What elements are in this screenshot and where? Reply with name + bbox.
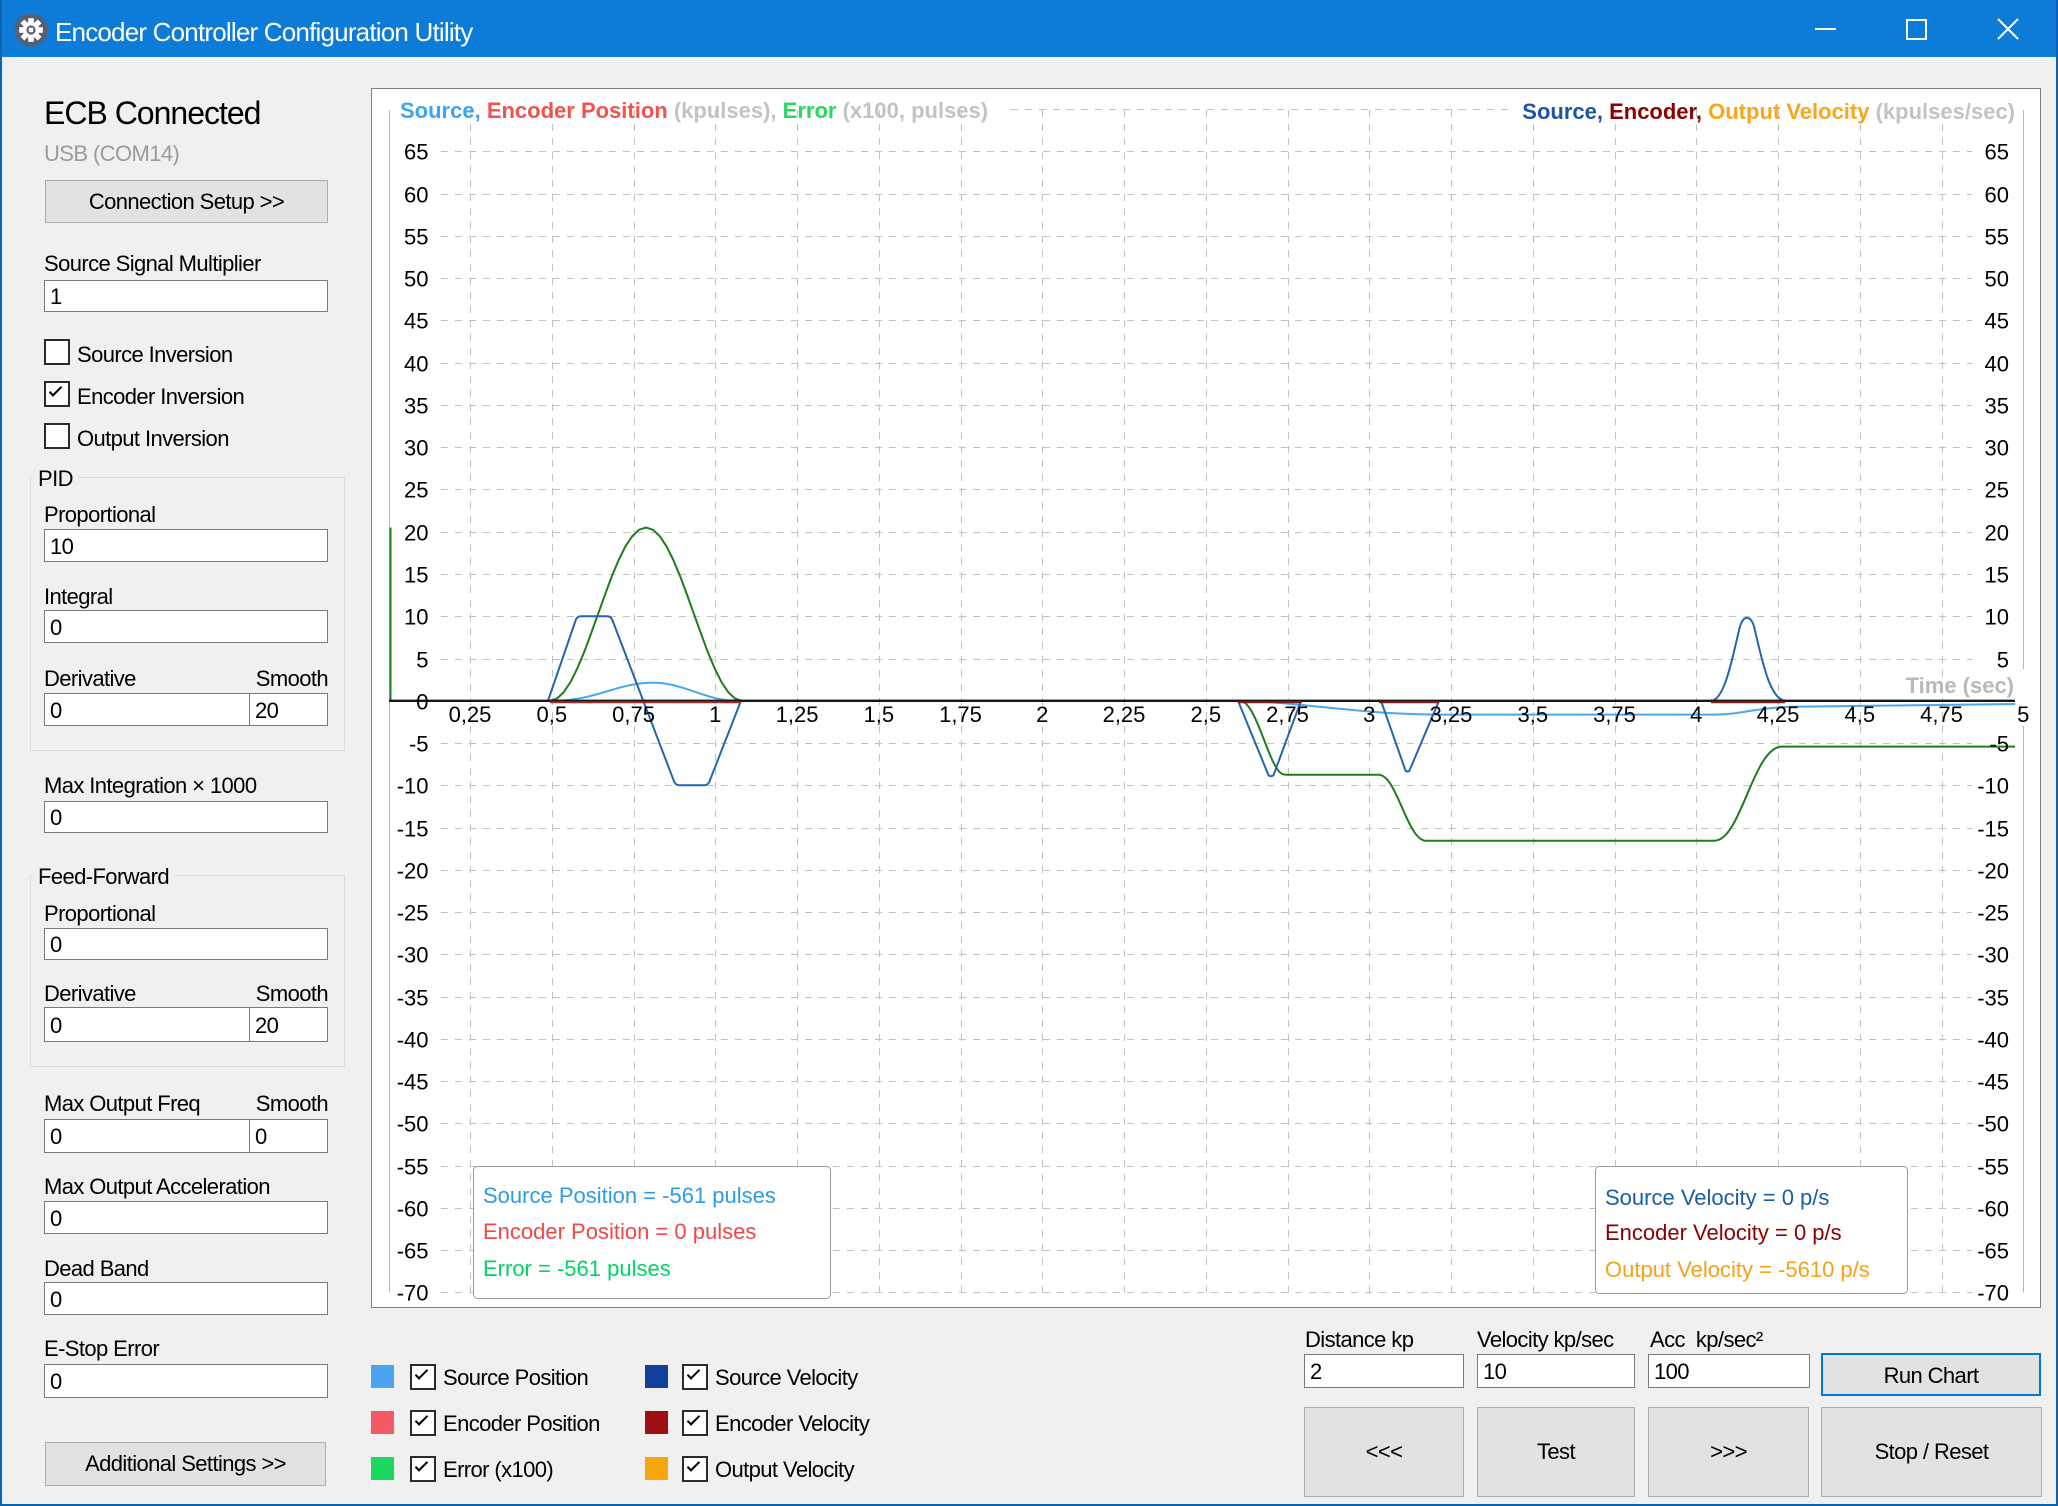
svg-text:65: 65 bbox=[404, 140, 428, 165]
svg-text:2: 2 bbox=[1036, 702, 1048, 727]
svg-text:-5: -5 bbox=[409, 732, 429, 757]
svg-text:3,25: 3,25 bbox=[1430, 702, 1473, 727]
svg-text:Encoder Position = 0 pulses: Encoder Position = 0 pulses bbox=[483, 1219, 756, 1244]
svg-text:5: 5 bbox=[2017, 702, 2029, 727]
svg-text:-45: -45 bbox=[397, 1070, 429, 1095]
svg-text:4,75: 4,75 bbox=[1920, 702, 1963, 727]
svg-text:Source, Encoder Position (kpul: Source, Encoder Position (kpulses), Erro… bbox=[400, 98, 988, 123]
svg-text:1,5: 1,5 bbox=[864, 702, 895, 727]
svg-text:2,5: 2,5 bbox=[1191, 702, 1222, 727]
svg-text:35: 35 bbox=[1985, 394, 2009, 419]
svg-text:-65: -65 bbox=[1977, 1239, 2009, 1264]
svg-text:10: 10 bbox=[1985, 605, 2009, 630]
svg-text:3: 3 bbox=[1363, 702, 1375, 727]
svg-text:3,5: 3,5 bbox=[1518, 702, 1549, 727]
svg-text:10: 10 bbox=[404, 605, 428, 630]
svg-text:Encoder Velocity = 0 p/s: Encoder Velocity = 0 p/s bbox=[1605, 1220, 1842, 1245]
svg-text:-10: -10 bbox=[1977, 774, 2009, 799]
svg-text:Source, Encoder, Output Veloci: Source, Encoder, Output Velocity (kpulse… bbox=[1522, 99, 2015, 124]
svg-text:-30: -30 bbox=[397, 943, 429, 968]
svg-text:0,75: 0,75 bbox=[612, 702, 655, 727]
svg-text:40: 40 bbox=[404, 352, 428, 377]
svg-text:-50: -50 bbox=[397, 1112, 429, 1137]
svg-text:25: 25 bbox=[404, 478, 428, 503]
svg-text:15: 15 bbox=[404, 563, 428, 588]
svg-text:-55: -55 bbox=[1977, 1155, 2009, 1180]
svg-text:-35: -35 bbox=[1977, 986, 2009, 1011]
svg-text:-55: -55 bbox=[397, 1155, 429, 1180]
svg-text:Source Position = -561 pulses: Source Position = -561 pulses bbox=[483, 1183, 776, 1208]
svg-text:30: 30 bbox=[404, 436, 428, 461]
svg-text:-25: -25 bbox=[397, 901, 429, 926]
svg-text:-10: -10 bbox=[397, 774, 429, 799]
svg-text:-70: -70 bbox=[397, 1281, 429, 1306]
svg-text:5: 5 bbox=[416, 648, 428, 673]
svg-text:-30: -30 bbox=[1977, 943, 2009, 968]
svg-text:55: 55 bbox=[1985, 225, 2009, 250]
svg-text:55: 55 bbox=[404, 225, 428, 250]
svg-text:Output Velocity = -5610 p/s: Output Velocity = -5610 p/s bbox=[1605, 1257, 1870, 1282]
svg-text:4,5: 4,5 bbox=[1845, 702, 1876, 727]
svg-text:45: 45 bbox=[404, 309, 428, 334]
svg-text:-25: -25 bbox=[1977, 901, 2009, 926]
svg-text:0: 0 bbox=[416, 690, 428, 715]
svg-text:Source Velocity = 0 p/s: Source Velocity = 0 p/s bbox=[1605, 1185, 1829, 1210]
svg-text:-60: -60 bbox=[1977, 1197, 2009, 1222]
svg-text:35: 35 bbox=[404, 394, 428, 419]
svg-text:20: 20 bbox=[404, 521, 428, 546]
svg-text:45: 45 bbox=[1985, 309, 2009, 334]
svg-text:-45: -45 bbox=[1977, 1070, 2009, 1095]
svg-text:Time (sec): Time (sec) bbox=[1906, 673, 2014, 698]
svg-text:Error = -561 pulses: Error = -561 pulses bbox=[483, 1256, 671, 1281]
svg-text:-15: -15 bbox=[397, 817, 429, 842]
svg-text:0,25: 0,25 bbox=[449, 702, 492, 727]
svg-text:0,5: 0,5 bbox=[537, 702, 568, 727]
svg-text:65: 65 bbox=[1985, 140, 2009, 165]
svg-text:-5: -5 bbox=[1989, 732, 2009, 757]
svg-text:30: 30 bbox=[1985, 436, 2009, 461]
svg-text:60: 60 bbox=[1985, 183, 2009, 208]
svg-text:1,75: 1,75 bbox=[939, 702, 982, 727]
svg-text:2,75: 2,75 bbox=[1266, 702, 1309, 727]
svg-text:50: 50 bbox=[404, 267, 428, 292]
svg-text:20: 20 bbox=[1985, 521, 2009, 546]
svg-text:50: 50 bbox=[1985, 267, 2009, 292]
svg-text:3,75: 3,75 bbox=[1593, 702, 1636, 727]
svg-text:-60: -60 bbox=[397, 1197, 429, 1222]
svg-text:-50: -50 bbox=[1977, 1112, 2009, 1137]
svg-text:-15: -15 bbox=[1977, 817, 2009, 842]
svg-text:-20: -20 bbox=[1977, 859, 2009, 884]
svg-text:-20: -20 bbox=[397, 859, 429, 884]
svg-text:4,25: 4,25 bbox=[1757, 702, 1800, 727]
svg-text:-40: -40 bbox=[1977, 1028, 2009, 1053]
svg-text:-70: -70 bbox=[1977, 1281, 2009, 1306]
svg-text:15: 15 bbox=[1985, 563, 2009, 588]
svg-text:40: 40 bbox=[1985, 352, 2009, 377]
svg-text:-40: -40 bbox=[397, 1028, 429, 1053]
svg-text:60: 60 bbox=[404, 183, 428, 208]
svg-text:-35: -35 bbox=[397, 986, 429, 1011]
svg-text:25: 25 bbox=[1985, 478, 2009, 503]
svg-text:1: 1 bbox=[709, 702, 721, 727]
svg-text:5: 5 bbox=[1997, 648, 2009, 673]
svg-text:1,25: 1,25 bbox=[776, 702, 819, 727]
svg-text:2,25: 2,25 bbox=[1103, 702, 1146, 727]
svg-text:-65: -65 bbox=[397, 1239, 429, 1264]
svg-text:4: 4 bbox=[1690, 702, 1702, 727]
